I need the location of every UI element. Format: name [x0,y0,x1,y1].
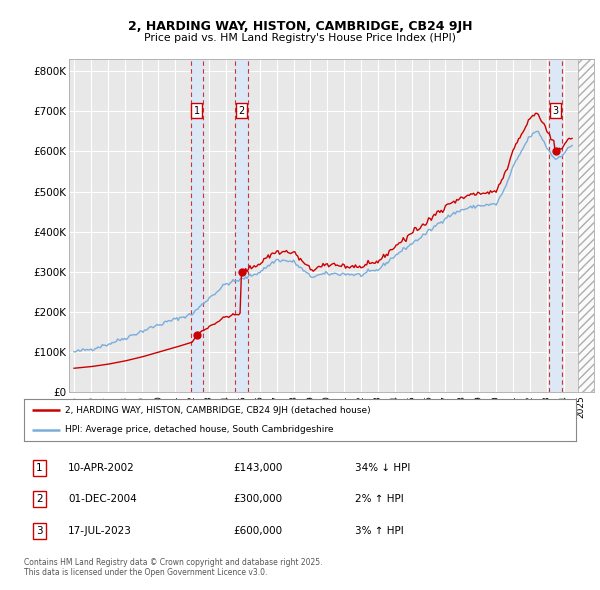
Bar [191,59,203,392]
Text: 2, HARDING WAY, HISTON, CAMBRIDGE, CB24 9JH (detached house): 2, HARDING WAY, HISTON, CAMBRIDGE, CB24 … [65,406,371,415]
Text: 1: 1 [36,463,43,473]
Text: 3% ↑ HPI: 3% ↑ HPI [355,526,404,536]
Text: HPI: Average price, detached house, South Cambridgeshire: HPI: Average price, detached house, Sout… [65,425,334,434]
Text: 17-JUL-2023: 17-JUL-2023 [68,526,132,536]
Text: Contains HM Land Registry data © Crown copyright and database right 2025.
This d: Contains HM Land Registry data © Crown c… [24,558,323,577]
Text: 3: 3 [36,526,43,536]
Text: 34% ↓ HPI: 34% ↓ HPI [355,463,410,473]
Text: 2% ↑ HPI: 2% ↑ HPI [355,494,404,504]
Bar [550,59,562,392]
Bar [235,59,248,392]
Text: 3: 3 [553,106,559,116]
Text: Price paid vs. HM Land Registry's House Price Index (HPI): Price paid vs. HM Land Registry's House … [144,33,456,43]
Text: 2: 2 [238,106,245,116]
Text: 2: 2 [36,494,43,504]
Text: 10-APR-2002: 10-APR-2002 [68,463,135,473]
Text: £143,000: £143,000 [234,463,283,473]
Text: 01-DEC-2004: 01-DEC-2004 [68,494,137,504]
Text: £600,000: £600,000 [234,526,283,536]
Text: 1: 1 [194,106,200,116]
Bar [578,59,598,392]
Text: £300,000: £300,000 [234,494,283,504]
Text: 2, HARDING WAY, HISTON, CAMBRIDGE, CB24 9JH: 2, HARDING WAY, HISTON, CAMBRIDGE, CB24 … [128,20,472,33]
